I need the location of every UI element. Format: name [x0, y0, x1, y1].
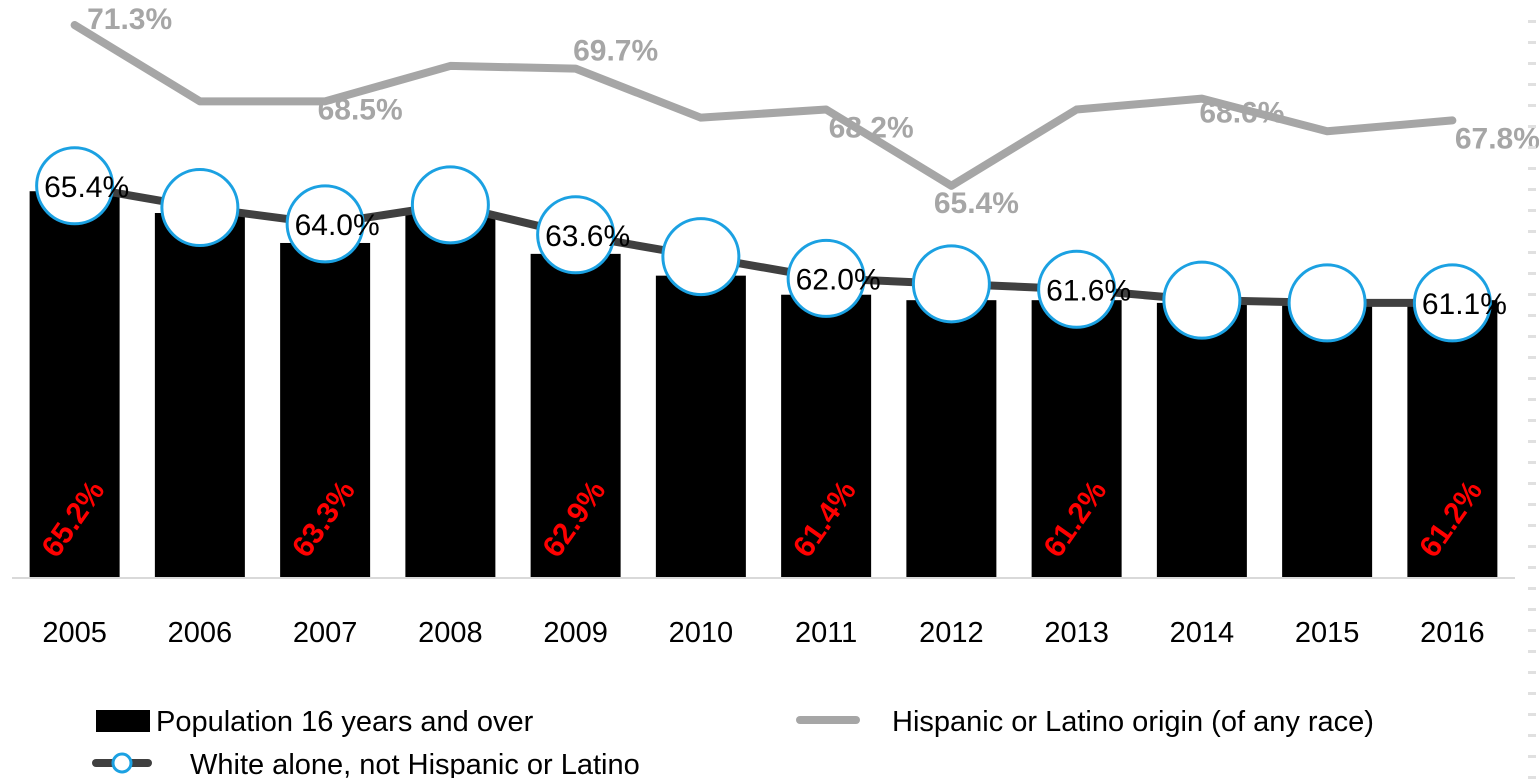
white-marker-2005 [35, 146, 115, 226]
edge-dash [1528, 314, 1536, 317]
edge-dash [1528, 692, 1536, 695]
edge-dash [1528, 650, 1536, 653]
edge-dash [1528, 83, 1536, 86]
edge-dash [1528, 251, 1536, 254]
edge-dash [1528, 671, 1536, 674]
edge-dash [1528, 461, 1536, 464]
white-marker-2015 [1287, 263, 1367, 343]
legend-bar-label: Population 16 years and over [156, 706, 534, 738]
edge-dash [1528, 608, 1536, 611]
legend-hispanic-label: Hispanic or Latino origin (of any race) [892, 706, 1374, 738]
x-tick-2013: 2013 [1044, 617, 1109, 649]
x-tick-labels: 2005 2006 2007 2008 2009 2010 2011 2012 2013 2014… [42, 617, 1484, 649]
legend-white-label: White alone, not Hispanic or Latino [190, 749, 640, 778]
bar-2015 [1282, 302, 1373, 578]
bar-2013 [1031, 300, 1122, 578]
white-label-2013: 61.6% [1046, 274, 1131, 307]
x-tick-2007: 2007 [293, 617, 358, 649]
bar-2006 [154, 213, 245, 578]
x-tick-2006: 2006 [168, 617, 233, 649]
legend-bar-swatch [96, 710, 150, 732]
x-tick-2016: 2016 [1420, 617, 1485, 649]
bar-2016 [1407, 300, 1498, 578]
edge-dash [1528, 419, 1536, 422]
bar-2005 [29, 191, 120, 578]
edge-dash [1528, 272, 1536, 275]
edge-dash [1528, 755, 1536, 758]
edge-dash [1528, 713, 1536, 716]
edge-dash [1528, 356, 1536, 359]
edge-dash [1528, 125, 1536, 128]
x-tick-2015: 2015 [1295, 617, 1360, 649]
edge-dash [1528, 209, 1536, 212]
edge-dash [1528, 566, 1536, 569]
edge-dash [1528, 188, 1536, 191]
x-tick-2005: 2005 [42, 617, 107, 649]
edge-dash [1528, 524, 1536, 527]
edge-dash [1528, 398, 1536, 401]
white-marker-2011 [786, 238, 866, 318]
edge-dash [1528, 503, 1536, 506]
hispanic-label-2012: 65.4% [934, 187, 1019, 220]
white-marker-2006 [160, 168, 240, 248]
x-tick-2014: 2014 [1170, 617, 1235, 649]
bar-2007 [280, 242, 371, 578]
bars-group [29, 191, 1498, 578]
hispanic-label-2009: 69.7% [573, 35, 658, 68]
hispanic-label-2005: 71.3% [87, 3, 172, 36]
hispanic-label-2007: 68.5% [318, 93, 403, 126]
white-marker-2013 [1037, 249, 1117, 329]
bar-2010 [655, 275, 746, 578]
edge-dash [1528, 587, 1536, 590]
white-marker-2010 [661, 217, 741, 297]
x-tick-2011: 2011 [795, 617, 857, 649]
edge-dash [1528, 734, 1536, 737]
hispanic-label-2014: 68.6% [1199, 97, 1284, 130]
edge-dash [1528, 20, 1536, 23]
edge-dash [1528, 482, 1536, 485]
edge-dash [1528, 167, 1536, 170]
x-tick-2009: 2009 [543, 617, 608, 649]
edge-dash [1528, 146, 1536, 149]
bar-2011 [781, 294, 872, 578]
white-marker-2008 [410, 165, 490, 245]
bar-2014 [1156, 302, 1247, 578]
x-tick-2008: 2008 [418, 617, 483, 649]
x-tick-2010: 2010 [669, 617, 734, 649]
white-label-2016: 61.1% [1422, 288, 1507, 321]
white-label-2005: 65.4% [44, 171, 129, 204]
bar-labels-group: 65.2% 63.3% 62.9% 61.4% 61.2% 61.2% [35, 475, 1489, 564]
white-marker-2009 [536, 195, 616, 275]
bar-2012 [906, 300, 997, 578]
white-marker-2014 [1162, 260, 1242, 340]
edge-dash [1528, 104, 1536, 107]
hispanic-series-group: 71.3% 68.5% 69.7% 68.2% 65.4% 68.6% 67.8% [70, 3, 1539, 220]
edge-dash [1528, 293, 1536, 296]
white-label-2009: 63.6% [545, 220, 630, 253]
x-tick-2012: 2012 [919, 617, 984, 649]
edge-dash [1528, 41, 1536, 44]
edge-dash [1528, 629, 1536, 632]
edge-dash [1528, 230, 1536, 233]
edge-dash [1528, 377, 1536, 380]
legend: Population 16 years and over Hispanic or… [92, 706, 1374, 778]
hispanic-label-2011: 68.2% [829, 112, 914, 145]
hispanic-label-2016: 67.8% [1455, 122, 1539, 155]
white-marker-2016 [1412, 263, 1492, 343]
edge-dash [1528, 440, 1536, 443]
hispanic-line [70, 21, 1457, 190]
bar-2009 [530, 253, 621, 578]
white-label-2011: 62.0% [796, 263, 881, 296]
legend-white-marker [111, 752, 133, 774]
white-label-2007: 64.0% [295, 209, 380, 242]
white-marker-2007 [285, 184, 365, 264]
white-series-group: 65.4% 64.0% 63.6% 62.0% 61.6% 61.1% [35, 146, 1507, 343]
edge-dash [1528, 545, 1536, 548]
edge-dash [1528, 335, 1536, 338]
bar-2008 [405, 213, 496, 578]
white-marker-2012 [911, 244, 991, 324]
edge-dash [1528, 62, 1536, 65]
